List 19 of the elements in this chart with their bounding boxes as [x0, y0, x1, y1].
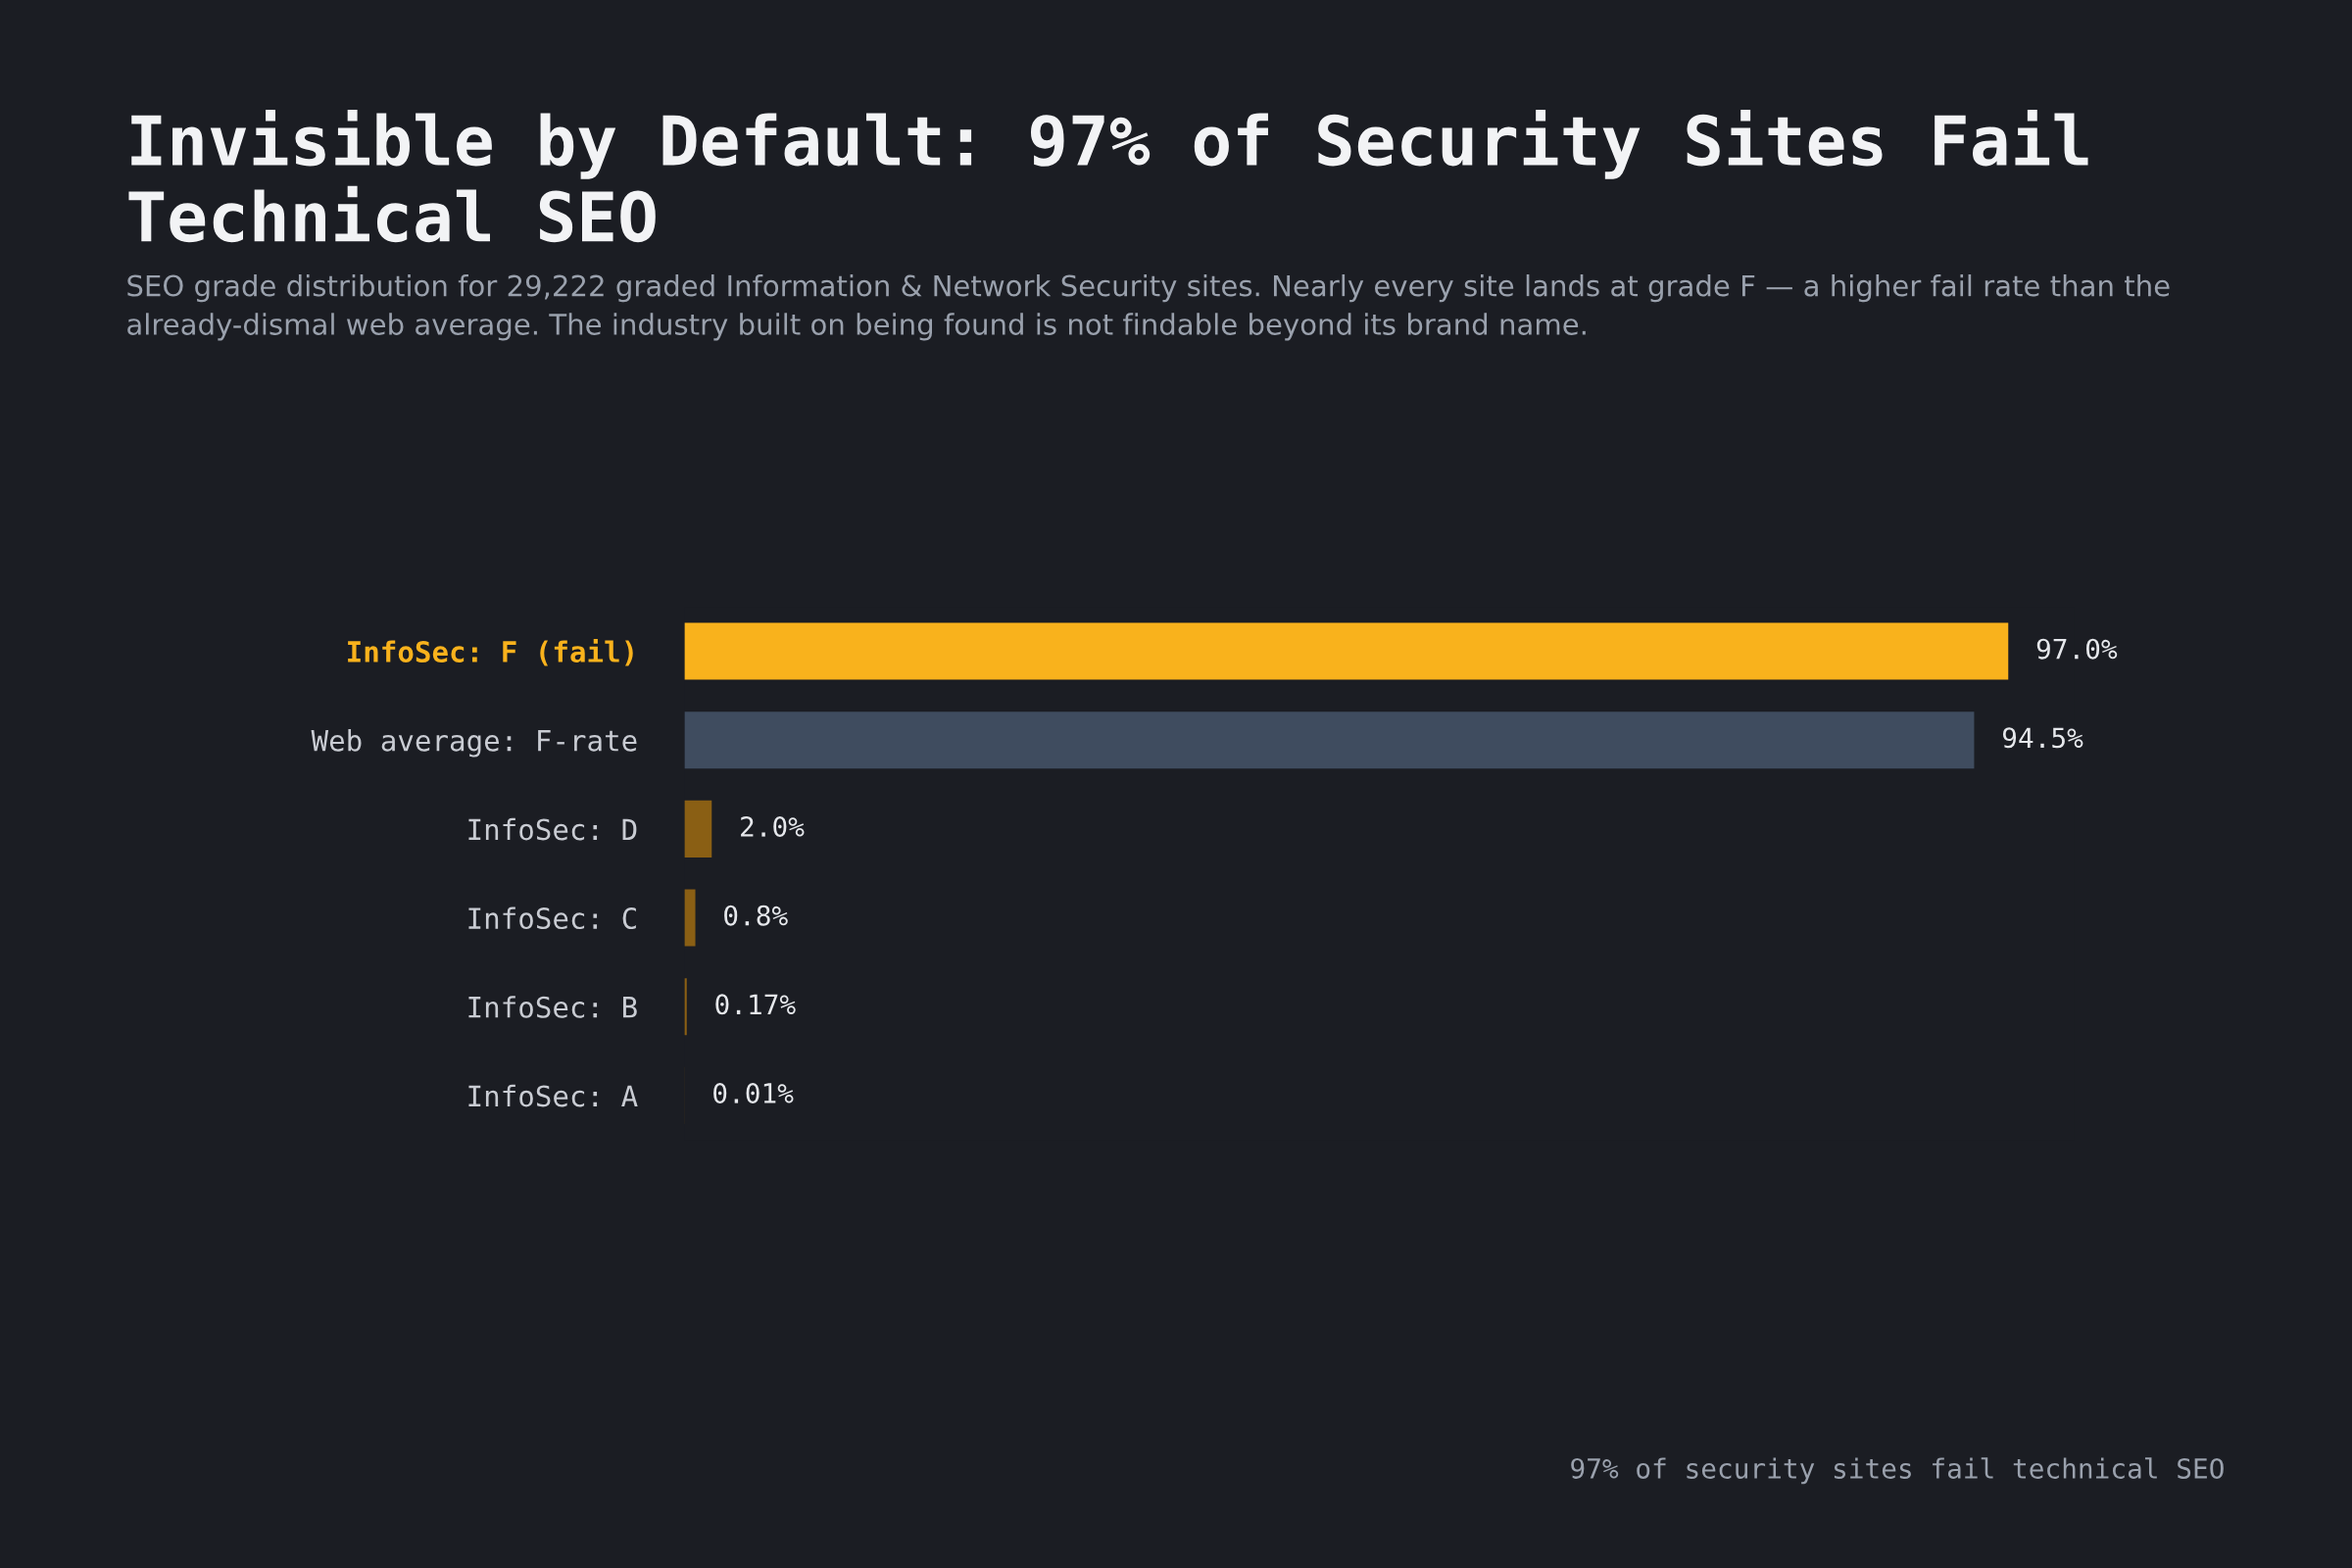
data-label: 0.01%	[713, 1082, 794, 1103]
bar	[684, 800, 712, 858]
bar	[684, 622, 2009, 680]
y-tick-label: InfoSec: F (fail)	[348, 638, 633, 666]
y-tick-label: InfoSec: D	[468, 817, 637, 841]
y-tick-label: Web average: F-rate	[311, 729, 637, 758]
y-tick-label: InfoSec: A	[468, 1084, 638, 1107]
data-label: 0.8%	[724, 905, 788, 926]
data-label: 2.0%	[741, 815, 805, 837]
y-tick-label: InfoSec: B	[468, 996, 637, 1018]
data-label: 0.17%	[715, 994, 796, 1015]
bar	[684, 711, 1975, 769]
data-label: 94.5%	[2002, 727, 2083, 749]
chart-title: Invisible by Default: 97% of Security Sites Fail Technical SEO	[128, 109, 2088, 243]
bar	[684, 889, 696, 947]
text: 97% of security sites fail technical SEO	[1571, 1457, 2224, 1485]
y-tick-label: InfoSec: C	[468, 906, 636, 930]
chart-subtitle: SEO grade distribution for 29,222 graded Information & Network Security sites. Nearly every site lands at grade F — a higher fail rate than the already-dismal web average. The industry built on being found is not findable beyond its brand name.	[127, 274, 2170, 341]
data-label: 97.0%	[2036, 638, 2118, 660]
